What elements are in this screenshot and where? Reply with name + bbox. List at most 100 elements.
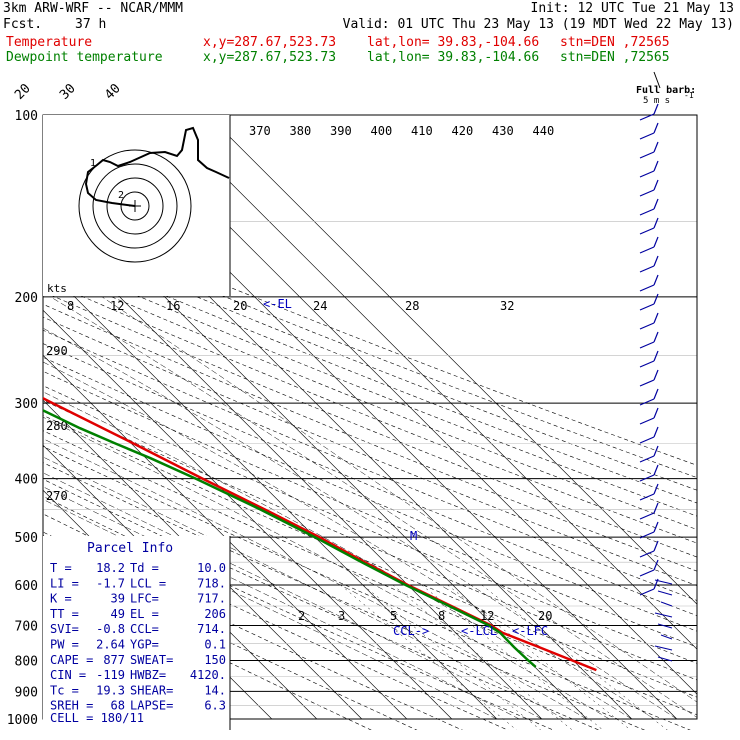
wind-barb-staff — [639, 170, 655, 178]
pressure-tick-label: 200 — [15, 291, 38, 306]
wind-barb-staff — [639, 151, 655, 159]
pressure-tick-label: 300 — [15, 397, 38, 412]
temperature-legend-label: Temperature — [6, 35, 93, 50]
parcel-value: 206 — [204, 607, 226, 621]
isotherm-label: 40 — [102, 81, 124, 103]
wind-barb-staff — [639, 455, 655, 463]
dry-adiabat-line — [43, 414, 697, 698]
parcel-label: Tc = — [50, 683, 79, 697]
wind-speed-tick: 16 — [166, 299, 180, 313]
wind-barb-flag — [653, 483, 659, 495]
wind-barb-flag — [653, 293, 659, 305]
parcel-value: -119 — [96, 668, 125, 682]
temperature-legend-stn: stn=DEN ,72565 — [560, 35, 670, 50]
wind-barb-staff — [639, 303, 655, 311]
pressure-tick-label: 400 — [15, 473, 38, 488]
wind-barb-flag — [653, 388, 659, 400]
dry-adiabat-line — [43, 220, 697, 478]
wind-barb-flag — [653, 274, 659, 286]
model-title: 3km ARW-WRF -- NCAR/MMM — [3, 1, 184, 16]
parcel-value: 0.1 — [204, 638, 226, 652]
theta-label: 270 — [46, 489, 68, 503]
wind-barb-staff — [660, 601, 673, 607]
wind-barb-flag — [653, 407, 659, 419]
parcel-value: 68 — [111, 699, 125, 713]
wind-barb-legend: Full barb: — [636, 85, 696, 96]
parcel-label: LCL = — [130, 576, 166, 590]
mixing-ratio-label: 20 — [538, 609, 552, 623]
hodograph-theta-label: 420 — [452, 124, 474, 138]
wind-barb-staff — [639, 208, 655, 216]
parcel-value: 4120. — [190, 668, 226, 682]
hodograph: 1 2 — [43, 115, 231, 296]
wind-barb-staff — [639, 132, 655, 140]
wind-barb-flag — [653, 445, 659, 457]
parcel-label: K = — [50, 592, 72, 606]
hodograph-theta-label: 380 — [290, 124, 312, 138]
mixing-ratio-line — [421, 584, 604, 730]
wind-speed-tick: 20 — [233, 299, 247, 313]
isotherm-line — [43, 264, 498, 720]
wind-barb-staff — [657, 656, 673, 662]
pressure-tick-label: 100 — [15, 109, 38, 124]
sounding-marker-label: <-LCL — [461, 624, 497, 638]
wind-barb-staff — [639, 588, 655, 596]
moist-adiabat-line — [50, 296, 697, 718]
sounding-marker-label: <-EL — [263, 297, 292, 311]
dewpoint-legend-latlon: lat,lon= 39.83,-104.66 — [367, 50, 540, 65]
parcel-info-title: Parcel Info — [87, 541, 173, 556]
wind-barb-staff — [639, 436, 655, 444]
parcel-label: LAPSE= — [130, 699, 173, 713]
wind-barb-flag — [653, 464, 659, 476]
parcel-value: 14. — [204, 683, 226, 697]
wind-barbs — [639, 103, 673, 662]
wind-barb-staff — [654, 612, 673, 618]
parcel-label: SREH = — [50, 699, 93, 713]
moist-adiabat-line — [43, 391, 632, 720]
parcel-value: 6.3 — [204, 699, 226, 713]
parcel-value: 49 — [111, 607, 125, 621]
wind-barb-staff — [654, 645, 673, 651]
fcst-value: 37 h — [75, 17, 107, 32]
parcel-label: EL = — [130, 607, 159, 621]
wind-barb-staff — [654, 579, 673, 585]
wind-barb-staff — [639, 417, 655, 425]
parcel-label: TT = — [50, 607, 79, 621]
wind-barb-flag — [653, 369, 659, 381]
isotherm-line — [0, 115, 2, 719]
parcel-label: SHEAR= — [130, 683, 173, 697]
parcel-value: 19.3 — [96, 683, 125, 697]
theta-label: 280 — [46, 419, 68, 433]
wind-barb-flag — [653, 255, 659, 267]
hodograph-theta-label: 430 — [492, 124, 514, 138]
hodograph-mark-2: 2 — [118, 190, 124, 201]
mixing-ratio-label: 3 — [338, 609, 345, 623]
mixing-ratio-label: 12 — [480, 609, 494, 623]
pressure-tick-label: 500 — [15, 531, 38, 546]
dewpoint-profile-line — [43, 409, 537, 668]
wind-barb-flag — [653, 217, 659, 229]
wind-barb-staff — [639, 246, 655, 254]
wind-barb-flag — [653, 179, 659, 191]
parcel-label: LI = — [50, 576, 79, 590]
wind-barb-staff — [657, 623, 673, 629]
mixing-ratio-line — [392, 584, 573, 730]
parcel-value: 10.0 — [197, 561, 226, 575]
moist-adiabat-line — [43, 486, 520, 720]
dry-adiabat-line — [43, 329, 697, 601]
parcel-value: 18.2 — [96, 561, 125, 575]
pressure-tick-label: 900 — [15, 685, 38, 700]
sounding-marker-label: M — [410, 529, 417, 543]
valid-time: Valid: 01 UTC Thu 23 May 13 (19 MDT Wed … — [342, 17, 734, 32]
wind-barb-staff — [639, 341, 655, 349]
parcel-value: 718. — [197, 576, 226, 590]
dewpoint-legend-stn: stn=DEN ,72565 — [560, 50, 670, 65]
dewpoint-legend-label: Dewpoint temperature — [6, 50, 163, 65]
wind-barb-staff — [639, 493, 655, 501]
theta-label: 290 — [46, 344, 68, 358]
wind-barb-flag — [653, 160, 659, 172]
hodograph-mark-1: 1 — [90, 158, 96, 169]
hodograph-theta-label: 440 — [533, 124, 555, 138]
mixing-ratio-label: 5 — [390, 609, 397, 623]
